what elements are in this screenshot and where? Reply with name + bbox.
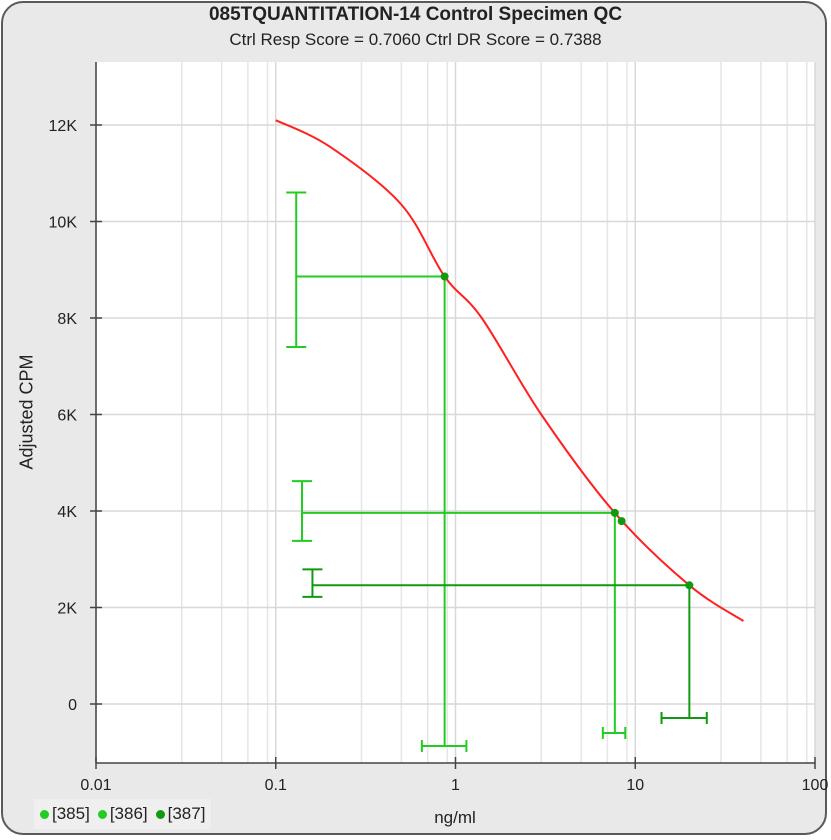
y-axis-label: Adjusted CPM bbox=[16, 354, 37, 470]
legend-item-387[interactable]: [387] bbox=[155, 804, 206, 824]
legend-label: [387] bbox=[167, 804, 206, 823]
chart-title: 085TQUANTITATION-14 Control Specimen QC bbox=[208, 4, 623, 25]
y-tick-label: 0 bbox=[68, 697, 77, 714]
data-point bbox=[617, 517, 626, 526]
legend-marker-icon bbox=[155, 809, 165, 819]
x-tick-label: 10 bbox=[626, 777, 644, 794]
y-tick-label: 10K bbox=[49, 215, 78, 232]
legend-marker-icon bbox=[97, 809, 107, 819]
x-axis-label: ng/ml bbox=[434, 808, 476, 827]
chart-subtitle: Ctrl Resp Score = 0.7060 Ctrl DR Score =… bbox=[229, 30, 602, 49]
data-point bbox=[685, 581, 694, 590]
data-point bbox=[440, 272, 449, 281]
y-tick-label: 8K bbox=[57, 311, 77, 328]
legend-item-386[interactable]: [386] bbox=[97, 804, 148, 824]
legend-item-385[interactable]: [385] bbox=[40, 804, 90, 824]
x-tick-label: 100 bbox=[802, 777, 829, 794]
y-tick-label: 12K bbox=[49, 118, 78, 135]
legend: [385] [386] [387] bbox=[34, 799, 212, 829]
y-tick-label: 4K bbox=[57, 504, 77, 521]
legend-label: [386] bbox=[109, 804, 148, 823]
data-point bbox=[610, 508, 619, 517]
legend-marker-icon bbox=[40, 809, 49, 819]
x-tick-label: 1 bbox=[451, 777, 460, 794]
legend-label: [385] bbox=[52, 804, 90, 823]
y-tick-label: 2K bbox=[57, 601, 77, 618]
y-tick-label: 6K bbox=[57, 408, 77, 425]
fit-curve bbox=[275, 119, 745, 622]
x-tick-label: 0.1 bbox=[265, 777, 287, 794]
x-tick-label: 0.01 bbox=[80, 777, 111, 794]
